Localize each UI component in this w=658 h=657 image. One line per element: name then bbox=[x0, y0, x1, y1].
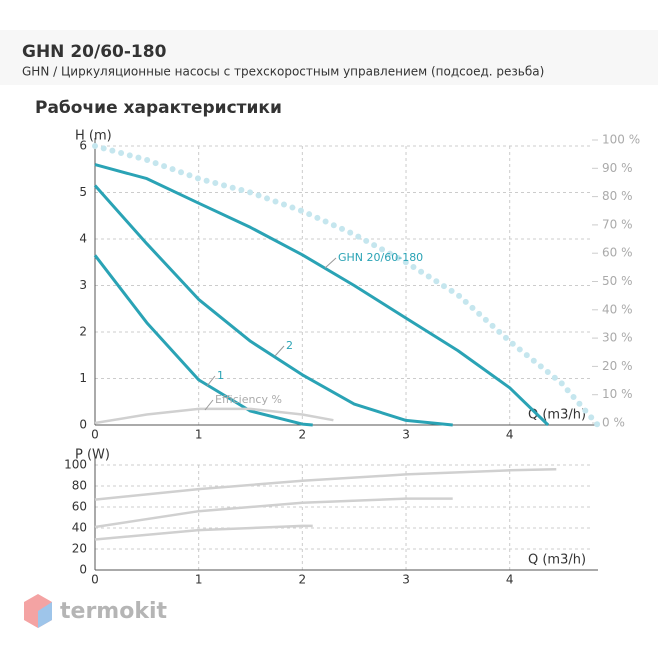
x-tick-label: 4 bbox=[506, 428, 514, 442]
y2-tick-label: 0 % bbox=[602, 416, 625, 430]
y2-tick-label: 90 % bbox=[602, 161, 633, 175]
curve bbox=[94, 467, 557, 501]
y2-tick-label: 40 % bbox=[602, 302, 633, 316]
curve-label: 2 bbox=[286, 339, 293, 352]
y2-tick-label: 60 % bbox=[602, 246, 633, 260]
logo-text: termokit bbox=[60, 599, 167, 624]
y-tick-label: 2 bbox=[79, 325, 87, 339]
curve-label-leader bbox=[204, 399, 214, 411]
y-tick-label: 3 bbox=[79, 278, 87, 292]
curve bbox=[94, 497, 453, 529]
y-tick-label: 100 bbox=[64, 458, 87, 472]
x-tick-label: 0 bbox=[91, 428, 99, 442]
x-axis-label: Q (m3/h) bbox=[528, 553, 586, 568]
y-tick-label: 60 bbox=[72, 500, 87, 514]
y2-tick-label: 20 % bbox=[602, 359, 633, 373]
efficiency-max-dots bbox=[92, 143, 601, 428]
y-tick-label: 0 bbox=[79, 418, 87, 432]
subtitle: GHN / Циркуляционные насосы с трехскорос… bbox=[22, 65, 544, 79]
y2-tick-label: 100 % bbox=[602, 133, 640, 147]
y-tick-label: 40 bbox=[72, 521, 87, 535]
curve bbox=[94, 163, 550, 427]
x-tick-label: 3 bbox=[402, 573, 410, 587]
curve-label: Efficiency % bbox=[215, 393, 282, 406]
section-title: Рабочие характеристики bbox=[35, 98, 282, 118]
y-tick-label: 6 bbox=[79, 139, 87, 153]
y2-tick-label: 70 % bbox=[602, 217, 633, 231]
x-tick-label: 4 bbox=[506, 573, 514, 587]
x-tick-label: 3 bbox=[402, 428, 410, 442]
y-tick-label: 20 bbox=[72, 542, 87, 556]
y-tick-label: 1 bbox=[79, 371, 87, 385]
y-tick-label: 0 bbox=[79, 563, 87, 577]
y-axis-label: P (W) bbox=[75, 448, 110, 463]
x-tick-label: 1 bbox=[195, 573, 203, 587]
y2-tick-label: 10 % bbox=[602, 387, 633, 401]
curve-label-leader bbox=[324, 257, 337, 269]
y2-tick-label: 50 % bbox=[602, 274, 633, 288]
y2-tick-label: 30 % bbox=[602, 331, 633, 345]
y-tick-label: 4 bbox=[79, 232, 87, 246]
curve-label-leader bbox=[206, 375, 216, 387]
title: GHN 20/60-180 bbox=[22, 42, 167, 62]
header-band bbox=[0, 30, 658, 85]
curve bbox=[94, 407, 334, 425]
x-tick-label: 2 bbox=[299, 573, 307, 587]
logo-icon bbox=[24, 594, 52, 628]
y-axis-label: H (m) bbox=[75, 129, 112, 144]
x-tick-label: 0 bbox=[91, 573, 99, 587]
curve-label: GHN 20/60-180 bbox=[338, 251, 423, 264]
curve bbox=[94, 524, 313, 541]
y-tick-label: 80 bbox=[72, 479, 87, 493]
y2-tick-label: 80 % bbox=[602, 189, 633, 203]
y-tick-label: 5 bbox=[79, 185, 87, 199]
curve bbox=[93, 254, 313, 427]
curve-label-leader bbox=[274, 345, 285, 357]
x-tick-label: 1 bbox=[195, 428, 203, 442]
curve-label: 1 bbox=[217, 369, 224, 382]
curve bbox=[93, 184, 453, 427]
x-tick-label: 2 bbox=[299, 428, 307, 442]
